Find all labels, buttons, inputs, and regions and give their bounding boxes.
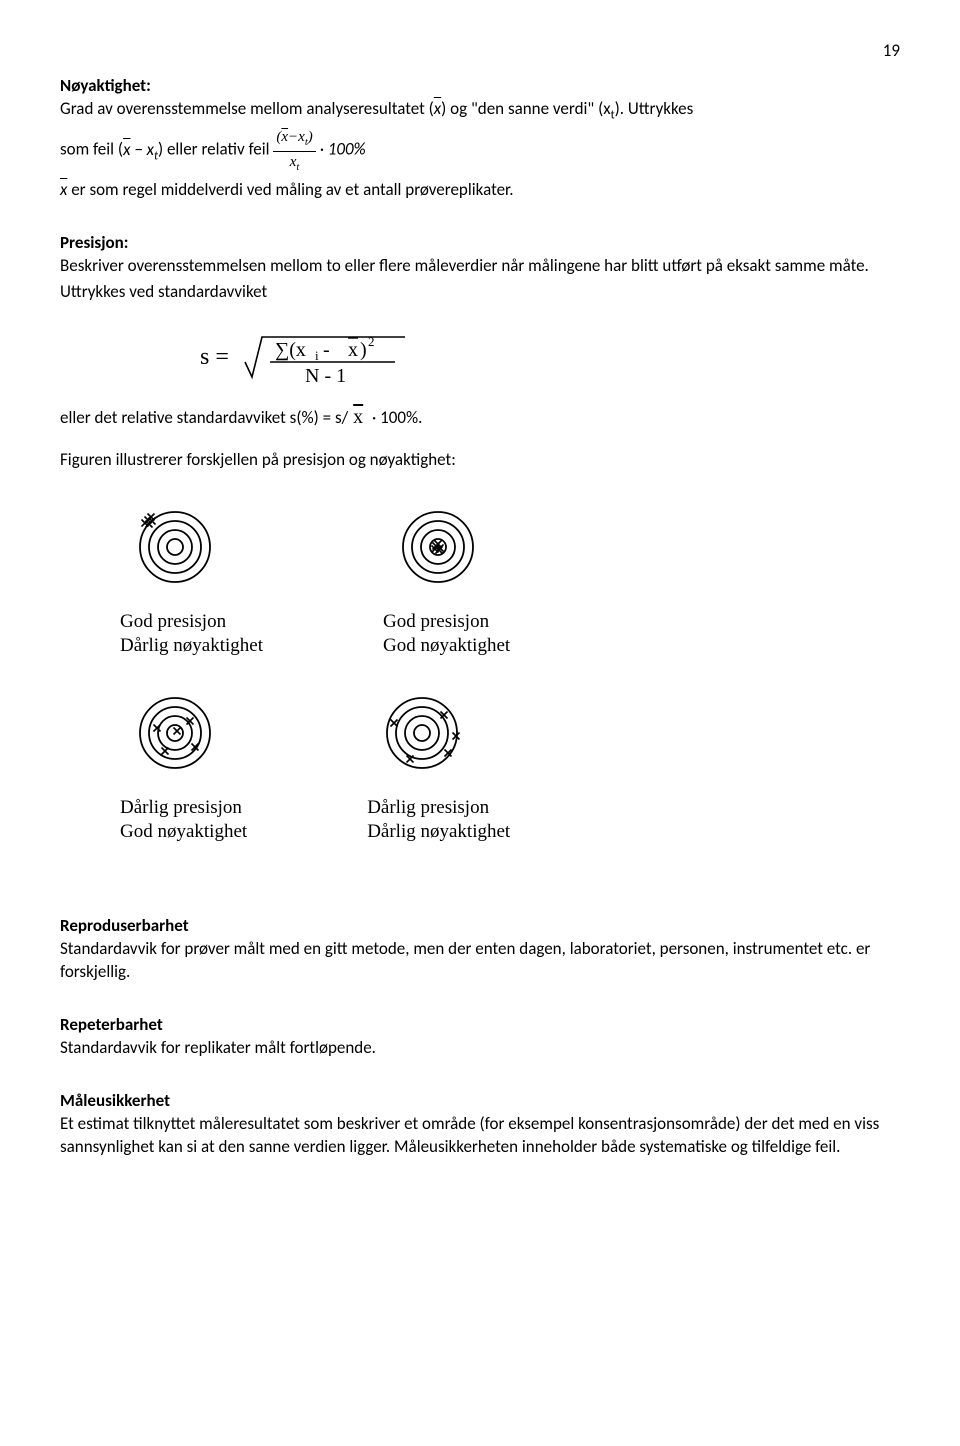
caption-line: God nøyaktighet bbox=[120, 820, 247, 844]
reproduserbarhet-text: Standardavvik for prøver målt med en git… bbox=[60, 938, 900, 984]
relative-std: eller det relative standardavviket s(%) … bbox=[60, 404, 900, 431]
relfeil-frac: (x−xt) xt bbox=[273, 127, 315, 174]
svg-text:2: 2 bbox=[368, 334, 375, 349]
caption-line: God presisjon bbox=[383, 610, 489, 634]
text: som feil ( bbox=[60, 139, 123, 160]
presisjon-p2: Uttrykkes ved standardavviket bbox=[60, 281, 900, 304]
presisjon-p1: Beskriver overensstemmelsen mellom to el… bbox=[60, 255, 900, 278]
target-panel-bl: Dårlig presisjonGod nøyaktighet bbox=[120, 688, 247, 844]
noyaktighet-line1: Grad av overensstemmelse mellom analyser… bbox=[60, 98, 900, 123]
text: Grad av overensstemmelse mellom analyser… bbox=[60, 98, 434, 119]
figure-caption: Figuren illustrerer forskjellen på presi… bbox=[60, 449, 900, 472]
target-panel-tl: God presisjonDårlig nøyaktighet bbox=[120, 502, 263, 658]
svg-text:x: x bbox=[348, 339, 358, 361]
svg-text:): ) bbox=[360, 339, 367, 361]
svg-text:i: i bbox=[315, 348, 319, 363]
caption-line: Dårlig presisjon bbox=[120, 796, 242, 820]
caption-line: God presisjon bbox=[120, 610, 226, 634]
text: er som regel middelverdi ved måling av e… bbox=[67, 179, 513, 200]
reproduserbarhet-title: Reproduserbarhet bbox=[60, 915, 900, 938]
text: ) og "den sanne verdi" (x bbox=[441, 98, 610, 119]
std-dev-formula: s = ∑(x i - x ) 2 N - 1 bbox=[200, 322, 900, 392]
svg-text:∑(x: ∑(x bbox=[275, 339, 306, 361]
caption-line: Dårlig nøyaktighet bbox=[120, 634, 263, 658]
page-number: 19 bbox=[60, 40, 900, 63]
presisjon-title: Presisjon: bbox=[60, 232, 900, 255]
svg-text:-: - bbox=[323, 339, 330, 361]
text: eller det relative standardavviket s(%) … bbox=[60, 407, 348, 428]
times100: · 100% bbox=[320, 139, 366, 160]
maleusikkerhet-title: Måleusikkerhet bbox=[60, 1090, 900, 1113]
repeterbarhet-text: Standardavvik for replikater målt fortlø… bbox=[60, 1037, 900, 1060]
repeterbarhet-title: Repeterbarhet bbox=[60, 1014, 900, 1037]
diff: x − xt bbox=[123, 139, 158, 160]
caption-line: Dårlig presisjon bbox=[367, 796, 489, 820]
caption-line: God nøyaktighet bbox=[383, 634, 510, 658]
target-panel-br: Dårlig presisjonDårlig nøyaktighet bbox=[367, 688, 510, 844]
text: ) eller relativ feil bbox=[158, 139, 273, 160]
x-bar: x bbox=[348, 406, 368, 428]
target-panel-tr: God presisjonGod nøyaktighet bbox=[383, 502, 510, 658]
text: · 100%. bbox=[368, 407, 422, 428]
noyaktighet-line3: x er som regel middelverdi ved måling av… bbox=[60, 179, 900, 202]
caption-line: Dårlig nøyaktighet bbox=[367, 820, 510, 844]
noyaktighet-title: Nøyaktighet: bbox=[60, 75, 900, 98]
svg-text:N - 1: N - 1 bbox=[305, 365, 346, 387]
svg-text:s =: s = bbox=[200, 344, 229, 370]
maleusikkerhet-text: Et estimat tilknyttet måleresultatet som… bbox=[60, 1113, 900, 1159]
noyaktighet-line2: som feil (x − xt) eller relativ feil (x−… bbox=[60, 127, 900, 174]
text: ). Uttrykkes bbox=[615, 98, 694, 119]
precision-accuracy-figure: God presisjonDårlig nøyaktighet bbox=[60, 502, 900, 843]
